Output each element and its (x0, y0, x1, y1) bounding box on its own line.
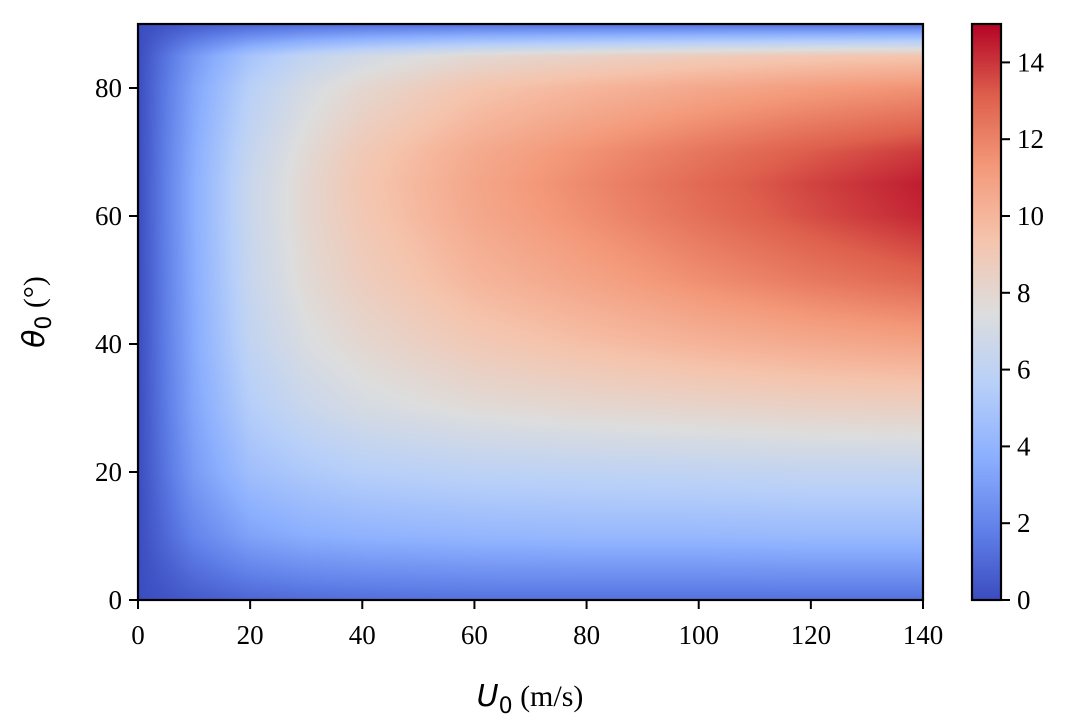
y-tick-label: 80 (95, 73, 122, 103)
x-tick-label: 140 (903, 620, 944, 650)
colorbar-frame (970, 22, 1003, 602)
y-axis-label: θ0 (°) (17, 276, 57, 348)
x-tick-label: 80 (573, 620, 600, 650)
x-tick-label: 100 (678, 620, 719, 650)
x-axis-label-symbol: U (477, 679, 499, 714)
x-tick-label: 40 (349, 620, 376, 650)
x-axis-label: U0 (m/s) (477, 679, 584, 719)
y-tick-label: 20 (95, 457, 122, 487)
colorbar-tick-label: 14 (1017, 47, 1045, 77)
y-axis-label-unit: (°) (18, 276, 51, 315)
y-tick-label: 60 (95, 201, 122, 231)
y-axis-ticks: 0 20 40 60 80 (95, 73, 138, 615)
y-axis-label-subscript: 0 (32, 316, 57, 330)
y-tick-label: 0 (109, 585, 123, 615)
colorbar-tick-label: 10 (1017, 201, 1044, 231)
x-axis-label-subscript: 0 (499, 694, 513, 719)
colorbar-tick-label: 0 (1017, 585, 1031, 615)
y-tick-label: 40 (95, 329, 122, 359)
colorbar-gradient (972, 24, 1001, 600)
colorbar-tick-label: 4 (1017, 431, 1031, 461)
x-axis-ticks: 0 20 40 60 80 100 120 140 (131, 600, 943, 650)
x-tick-label: 0 (131, 620, 145, 650)
plot-frame (136, 22, 925, 602)
x-tick-label: 120 (791, 620, 832, 650)
colorbar-tick-label: 8 (1017, 278, 1031, 308)
colorbar-ticks: 0 2 4 6 8 10 12 14 (1001, 47, 1045, 615)
colorbar-tick-label: 12 (1017, 124, 1044, 154)
y-axis-label-symbol: θ (17, 330, 52, 348)
x-tick-label: 20 (237, 620, 264, 650)
x-tick-label: 60 (461, 620, 488, 650)
x-axis-label-unit: (m/s) (513, 680, 584, 713)
heatmap-image (138, 24, 923, 600)
colorbar-tick-label: 6 (1017, 355, 1031, 385)
colorbar-tick-label: 2 (1017, 508, 1031, 538)
